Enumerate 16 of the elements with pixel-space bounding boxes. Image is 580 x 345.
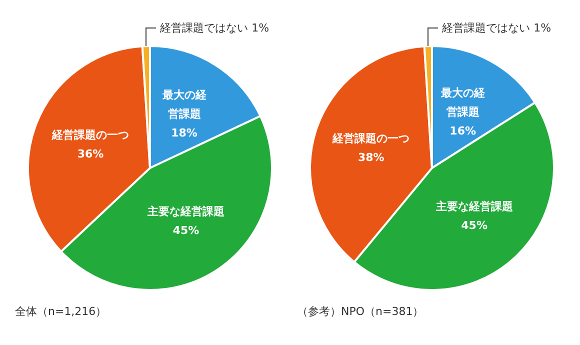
data-label: 16% [450, 124, 476, 138]
slice-label: 経営課題ではない 1% [441, 22, 552, 35]
slice-label: 経営課題の一つ [50, 128, 129, 142]
data-label: 45% [461, 219, 488, 232]
slice-label: 経営課題の一つ [332, 132, 410, 146]
slice-label: 経営課題ではない 1% [159, 22, 270, 35]
text: 全体（n=1,216） [15, 305, 107, 318]
data-label: 36% [77, 147, 104, 160]
slice-label: 主要な経営課題 [146, 204, 224, 218]
slice-label: 最大の経営課題 [161, 88, 208, 120]
data-label: 38% [358, 151, 384, 164]
data-label: 45% [172, 224, 200, 237]
slice-label: 最大の経営課題 [440, 86, 486, 118]
text: （参考）NPO（n=381） [297, 305, 424, 318]
slice-label: 主要な経営課題 [434, 200, 513, 214]
data-label: 18% [171, 126, 198, 140]
